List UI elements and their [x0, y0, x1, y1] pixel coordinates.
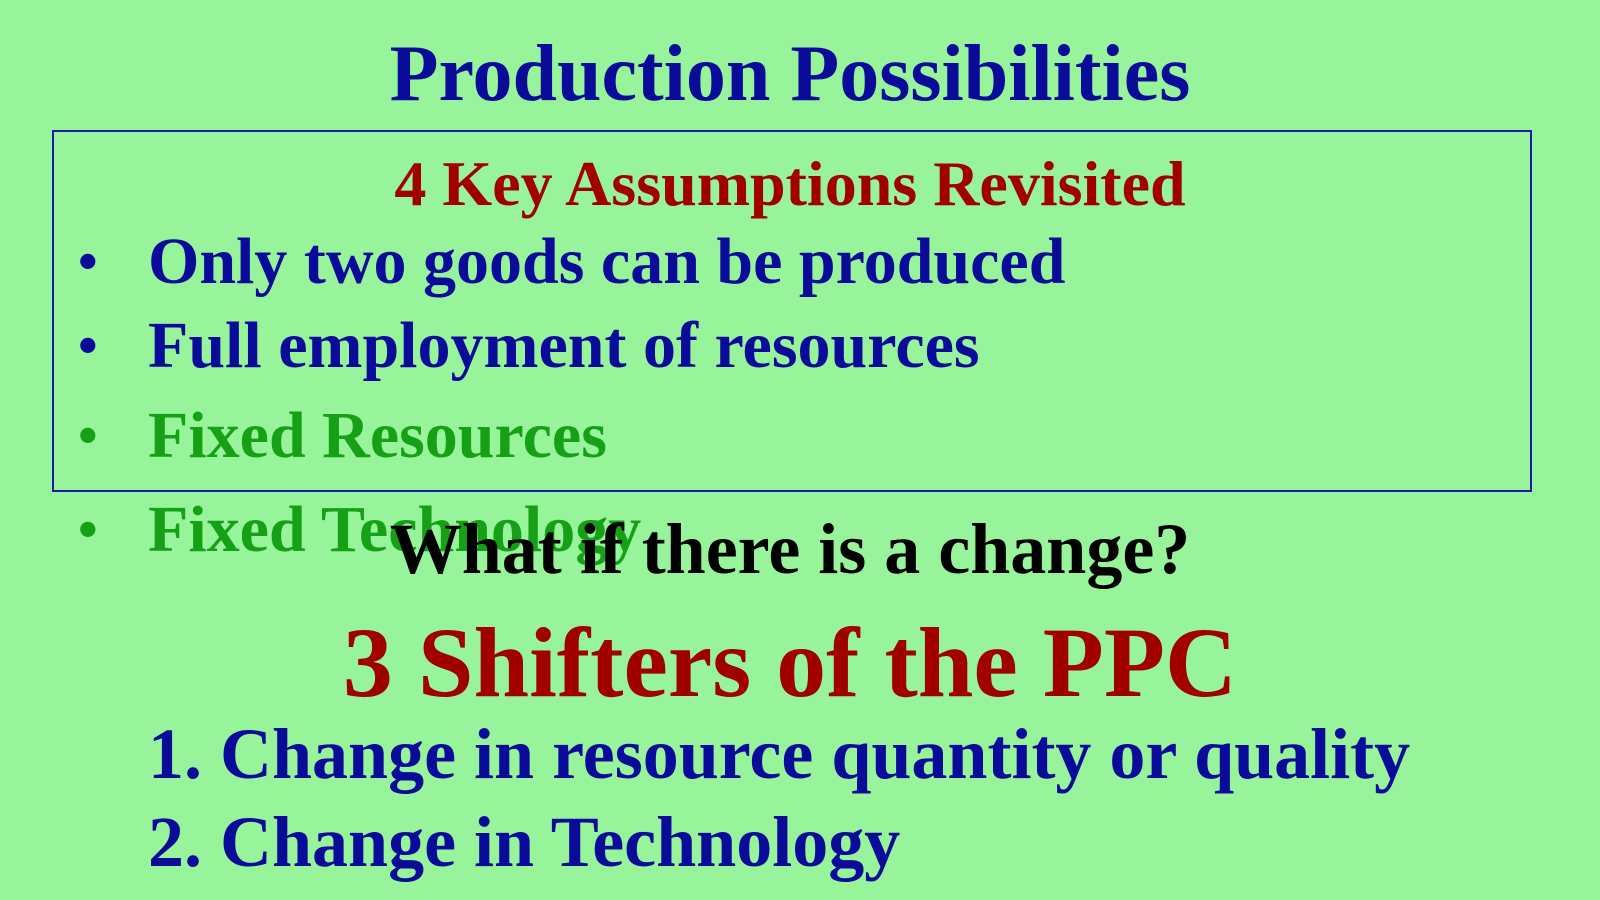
- bullet-icon: •: [78, 499, 98, 561]
- assumptions-heading: 4 Key Assumptions Revisited: [394, 148, 1186, 219]
- assumptions-box: [52, 130, 1532, 492]
- slide-title: Production Possibilities: [389, 30, 1191, 118]
- assumption-text: Fixed Technology: [148, 493, 642, 566]
- shifter-item: 1. Change in resource quantity or qualit…: [148, 714, 1411, 794]
- assumption-text: Only two goods can be produced: [148, 225, 1066, 298]
- shifter-item: 2. Change in Technology: [148, 802, 901, 882]
- shifters-heading: 3 Shifters of the PPC: [342, 607, 1238, 718]
- assumption-text: Full employment of resources: [148, 309, 980, 382]
- bullet-icon: •: [78, 231, 98, 293]
- change-question: What if there is a change?: [389, 509, 1191, 589]
- assumption-text: Fixed Resources: [148, 399, 607, 472]
- bullet-icon: •: [78, 405, 98, 467]
- bullet-icon: •: [78, 315, 98, 377]
